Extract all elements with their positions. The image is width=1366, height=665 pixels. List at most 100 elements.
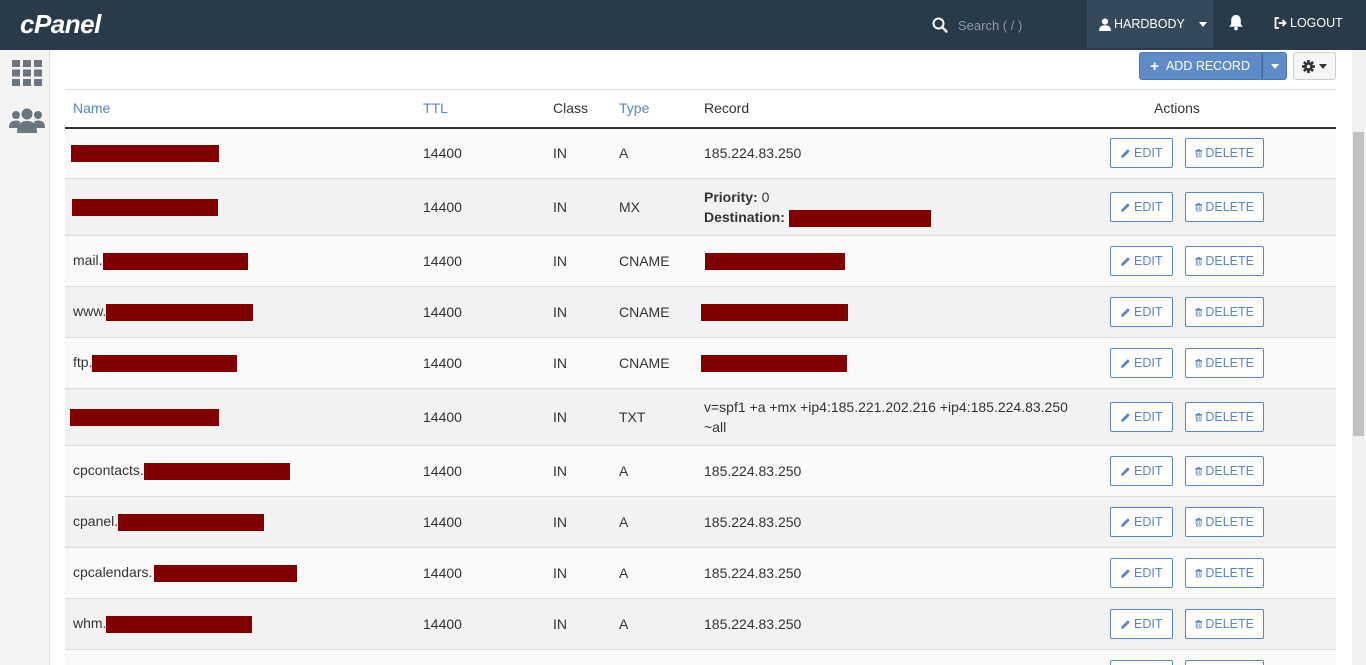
apps-grid-button[interactable] (12, 60, 42, 91)
main-content: + ADD RECORD Na (50, 50, 1352, 665)
redacted-domain (106, 303, 254, 321)
redacted-domain (71, 145, 219, 163)
type-cell: CNAME (611, 337, 696, 389)
trash-icon (1195, 568, 1203, 578)
pencil-icon (1121, 202, 1130, 212)
logout-button[interactable]: LOGOUT (1274, 0, 1343, 46)
redacted-domain (705, 252, 845, 270)
plus-icon: + (1150, 57, 1159, 75)
table-row: cpanel. 14400 IN A 185.224.83.250 EDIT DE… (65, 496, 1336, 548)
delete-button[interactable]: DELETE (1185, 456, 1264, 486)
chevron-down-icon (1270, 63, 1279, 69)
gear-icon (1302, 59, 1315, 73)
user-menu-button[interactable]: HARDBODY (1087, 0, 1213, 48)
ttl-cell: 14400 (415, 445, 545, 497)
ttl-cell: 14400 (415, 178, 545, 236)
record-name-prefix: cpcalendars. (73, 564, 153, 581)
notifications-button[interactable] (1228, 14, 1244, 36)
table-row (65, 649, 1336, 665)
trash-icon (1195, 149, 1203, 158)
delete-button[interactable]: DELETE (1185, 507, 1264, 537)
record-cell: 185.224.83.250 (696, 598, 1101, 650)
table-row: cpcalendars. 14400 IN A 185.224.83.250 E… (65, 547, 1336, 599)
column-header-actions: Actions (1101, 89, 1336, 129)
column-header-record: Record (696, 89, 1101, 129)
actions-cell: EDIT DELETE (1101, 127, 1336, 179)
edit-button[interactable]: EDIT (1110, 138, 1173, 169)
type-cell: MX (611, 178, 696, 236)
delete-button[interactable]: DELETE (1185, 558, 1264, 588)
settings-dropdown-button[interactable] (1293, 52, 1336, 80)
ttl-cell: 14400 (415, 235, 545, 287)
scrollbar-thumb[interactable] (1353, 132, 1364, 436)
delete-button[interactable]: DELETE (1185, 138, 1264, 169)
pencil-icon (1121, 517, 1130, 527)
search-input[interactable] (958, 17, 1078, 33)
table-row: cpcontacts. 14400 IN A 185.224.83.250 ED… (65, 445, 1336, 497)
record-name-prefix: mail. (73, 252, 103, 269)
actions-cell: EDIT DELETE (1101, 235, 1336, 287)
cpanel-logo[interactable]: cPanel (20, 9, 101, 39)
class-cell: IN (545, 496, 611, 548)
edit-button[interactable]: EDIT (1110, 297, 1173, 327)
column-header-name[interactable]: Name (65, 89, 415, 129)
actions-cell: EDIT DELETE (1101, 598, 1336, 650)
edit-button[interactable]: EDIT (1110, 456, 1173, 486)
edit-button[interactable]: EDIT (1110, 507, 1173, 537)
column-header-type[interactable]: Type (611, 89, 696, 129)
edit-button[interactable]: EDIT (1110, 558, 1173, 588)
delete-button[interactable] (1185, 660, 1264, 665)
ttl-cell: 14400 (415, 337, 545, 389)
user-icon (1099, 18, 1111, 31)
logout-icon (1274, 17, 1287, 29)
record-cell: 185.224.83.250 (696, 445, 1101, 497)
actions-cell: EDIT DELETE (1101, 547, 1336, 599)
record-name-cell: whm. (65, 598, 415, 650)
edit-button[interactable] (1110, 660, 1173, 665)
trash-icon (1195, 358, 1203, 368)
record-cell (696, 286, 1101, 338)
delete-button[interactable]: DELETE (1185, 192, 1264, 222)
edit-button[interactable]: EDIT (1110, 402, 1173, 432)
users-button[interactable] (9, 108, 45, 139)
class-cell: IN (545, 127, 611, 179)
delete-button[interactable]: DELETE (1185, 297, 1264, 327)
search-icon (932, 17, 948, 33)
edit-button[interactable]: EDIT (1110, 348, 1173, 378)
redacted-domain (72, 198, 218, 216)
actions-cell: EDIT DELETE (1101, 445, 1336, 497)
record-cell (696, 337, 1101, 389)
add-record-dropdown-button[interactable] (1262, 52, 1287, 80)
type-cell: A (611, 127, 696, 179)
edit-button[interactable]: EDIT (1110, 609, 1173, 639)
delete-button[interactable]: DELETE (1185, 246, 1264, 276)
delete-button[interactable]: DELETE (1185, 609, 1264, 639)
column-header-ttl[interactable]: TTL (415, 89, 545, 129)
class-cell: IN (545, 286, 611, 338)
record-name-cell: mail. (65, 235, 415, 287)
record-cell: v=spf1 +a +mx +ip4:185.221.202.216 +ip4:… (696, 388, 1101, 446)
edit-button[interactable]: EDIT (1110, 246, 1173, 276)
bell-icon (1229, 15, 1243, 31)
grid-icon (12, 60, 42, 86)
add-record-button[interactable]: + ADD RECORD (1139, 52, 1262, 80)
delete-button[interactable]: DELETE (1185, 348, 1264, 378)
search-box[interactable] (926, 0, 1086, 50)
redacted-domain (154, 564, 298, 582)
edit-button[interactable]: EDIT (1110, 192, 1173, 222)
pencil-icon (1121, 148, 1130, 158)
pencil-icon (1121, 619, 1130, 629)
add-record-label: ADD RECORD (1165, 59, 1250, 73)
record-name-prefix: ftp. (73, 354, 93, 371)
username-label: HARDBODY (1114, 17, 1185, 31)
ttl-cell: 14400 (415, 496, 545, 548)
type-cell: A (611, 445, 696, 497)
records-toolbar: + ADD RECORD (1139, 52, 1336, 80)
trash-icon (1195, 256, 1203, 266)
record-name-prefix: cpanel. (73, 513, 119, 530)
actions-cell: EDIT DELETE (1101, 388, 1336, 446)
ttl-cell: 14400 (415, 388, 545, 446)
delete-button[interactable]: DELETE (1185, 402, 1264, 432)
table-row: ftp. 14400 IN CNAME EDIT DELETE (65, 337, 1336, 389)
record-name-cell (65, 127, 415, 179)
